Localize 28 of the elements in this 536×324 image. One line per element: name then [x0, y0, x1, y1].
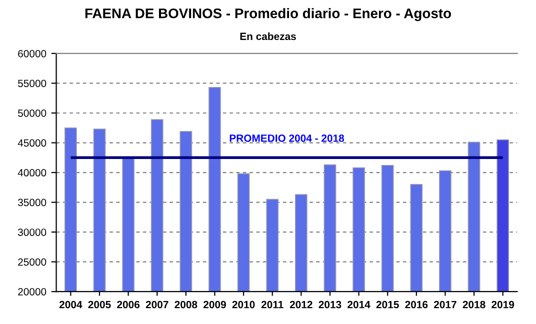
x-tick-label: 2006 — [117, 300, 140, 308]
y-tick-label: 40000 — [18, 169, 46, 176]
x-tick-label: 2004 — [59, 300, 82, 308]
x-tick-label: 2019 — [492, 300, 514, 308]
x-tick-label: 2012 — [290, 300, 312, 308]
x-tick-label: 2017 — [434, 300, 456, 308]
y-tick-label: 45000 — [18, 139, 46, 147]
y-tick-label: 25000 — [18, 258, 46, 266]
x-tick-label: 2016 — [405, 300, 428, 308]
x-tick-label: 2018 — [462, 300, 486, 308]
chart-subtitle: En cabezas — [240, 32, 296, 40]
x-tick-label: 2008 — [174, 300, 198, 308]
y-tick-label: 20000 — [18, 288, 46, 296]
x-tick-label: 2013 — [318, 300, 342, 308]
x-tick-label: 2014 — [348, 300, 370, 308]
chart-title: FAENA DE BOVINOS - Promedio diario - Enero - Agosto — [85, 8, 451, 22]
x-tick-label: 2010 — [232, 300, 255, 308]
y-tick-label: 30000 — [18, 228, 46, 236]
y-tick-label: 55000 — [18, 80, 46, 88]
y-tick-label: 60000 — [18, 50, 46, 58]
y-tick-label: 35000 — [18, 198, 46, 206]
x-tick-label: 2005 — [88, 300, 111, 308]
x-tick-label: 2007 — [146, 300, 168, 308]
ref-line-label: PROMEDIO 2004 - 2018 — [230, 134, 344, 142]
y-tick-label: 50000 — [18, 109, 46, 117]
x-tick-label: 2015 — [376, 300, 399, 308]
x-tick-label: 2011 — [261, 300, 284, 308]
x-tick-label: 2009 — [204, 300, 226, 308]
